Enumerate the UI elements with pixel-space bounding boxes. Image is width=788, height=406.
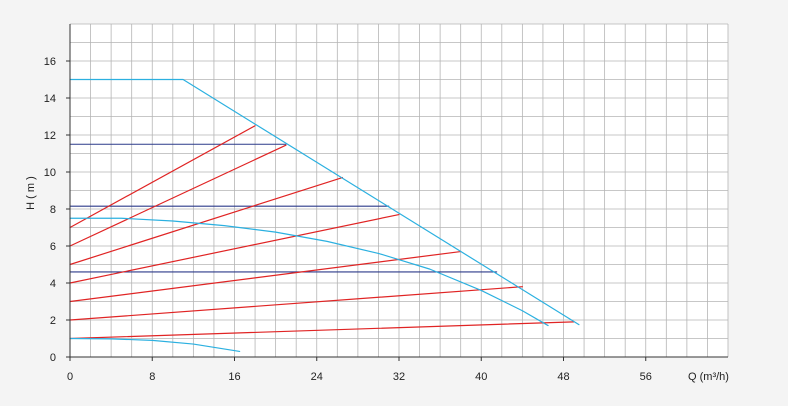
proportional-line bbox=[69, 286, 523, 321]
proportional-line bbox=[69, 321, 575, 340]
y-tick-label: 0 bbox=[50, 352, 56, 364]
x-tick-label: 32 bbox=[393, 371, 405, 383]
x-tick-label: 48 bbox=[557, 371, 569, 383]
y-tick-label: 10 bbox=[44, 167, 56, 179]
series-layer bbox=[69, 78, 580, 353]
proportional-line bbox=[69, 213, 400, 284]
y-tick-label: 14 bbox=[44, 93, 56, 105]
y-tick-label: 2 bbox=[50, 315, 56, 327]
x-tick-label: 0 bbox=[67, 371, 73, 383]
y-tick-label: 16 bbox=[44, 56, 56, 68]
x-tick-label: 16 bbox=[228, 371, 240, 383]
y-tick-label: 8 bbox=[50, 204, 56, 216]
max-curve-line bbox=[69, 78, 580, 326]
y-axis-title: H ( m ) bbox=[25, 176, 37, 210]
x-tick-label: 24 bbox=[311, 371, 323, 383]
y-tick-label: 6 bbox=[50, 241, 56, 253]
proportional-line bbox=[69, 250, 462, 303]
x-tick-label: 56 bbox=[640, 371, 652, 383]
x-axis-title: Q (m³/h) bbox=[688, 371, 729, 383]
proportional-line bbox=[69, 125, 256, 229]
x-tick-label: 40 bbox=[475, 371, 487, 383]
y-tick-label: 4 bbox=[50, 278, 56, 290]
proportional-line bbox=[69, 144, 287, 247]
speed-curve-line bbox=[69, 337, 241, 353]
x-tick-label: 8 bbox=[149, 371, 155, 383]
proportional-line bbox=[69, 176, 344, 266]
axes bbox=[66, 24, 728, 361]
y-tick-label: 12 bbox=[44, 130, 56, 142]
speed-curve-line bbox=[69, 217, 549, 327]
